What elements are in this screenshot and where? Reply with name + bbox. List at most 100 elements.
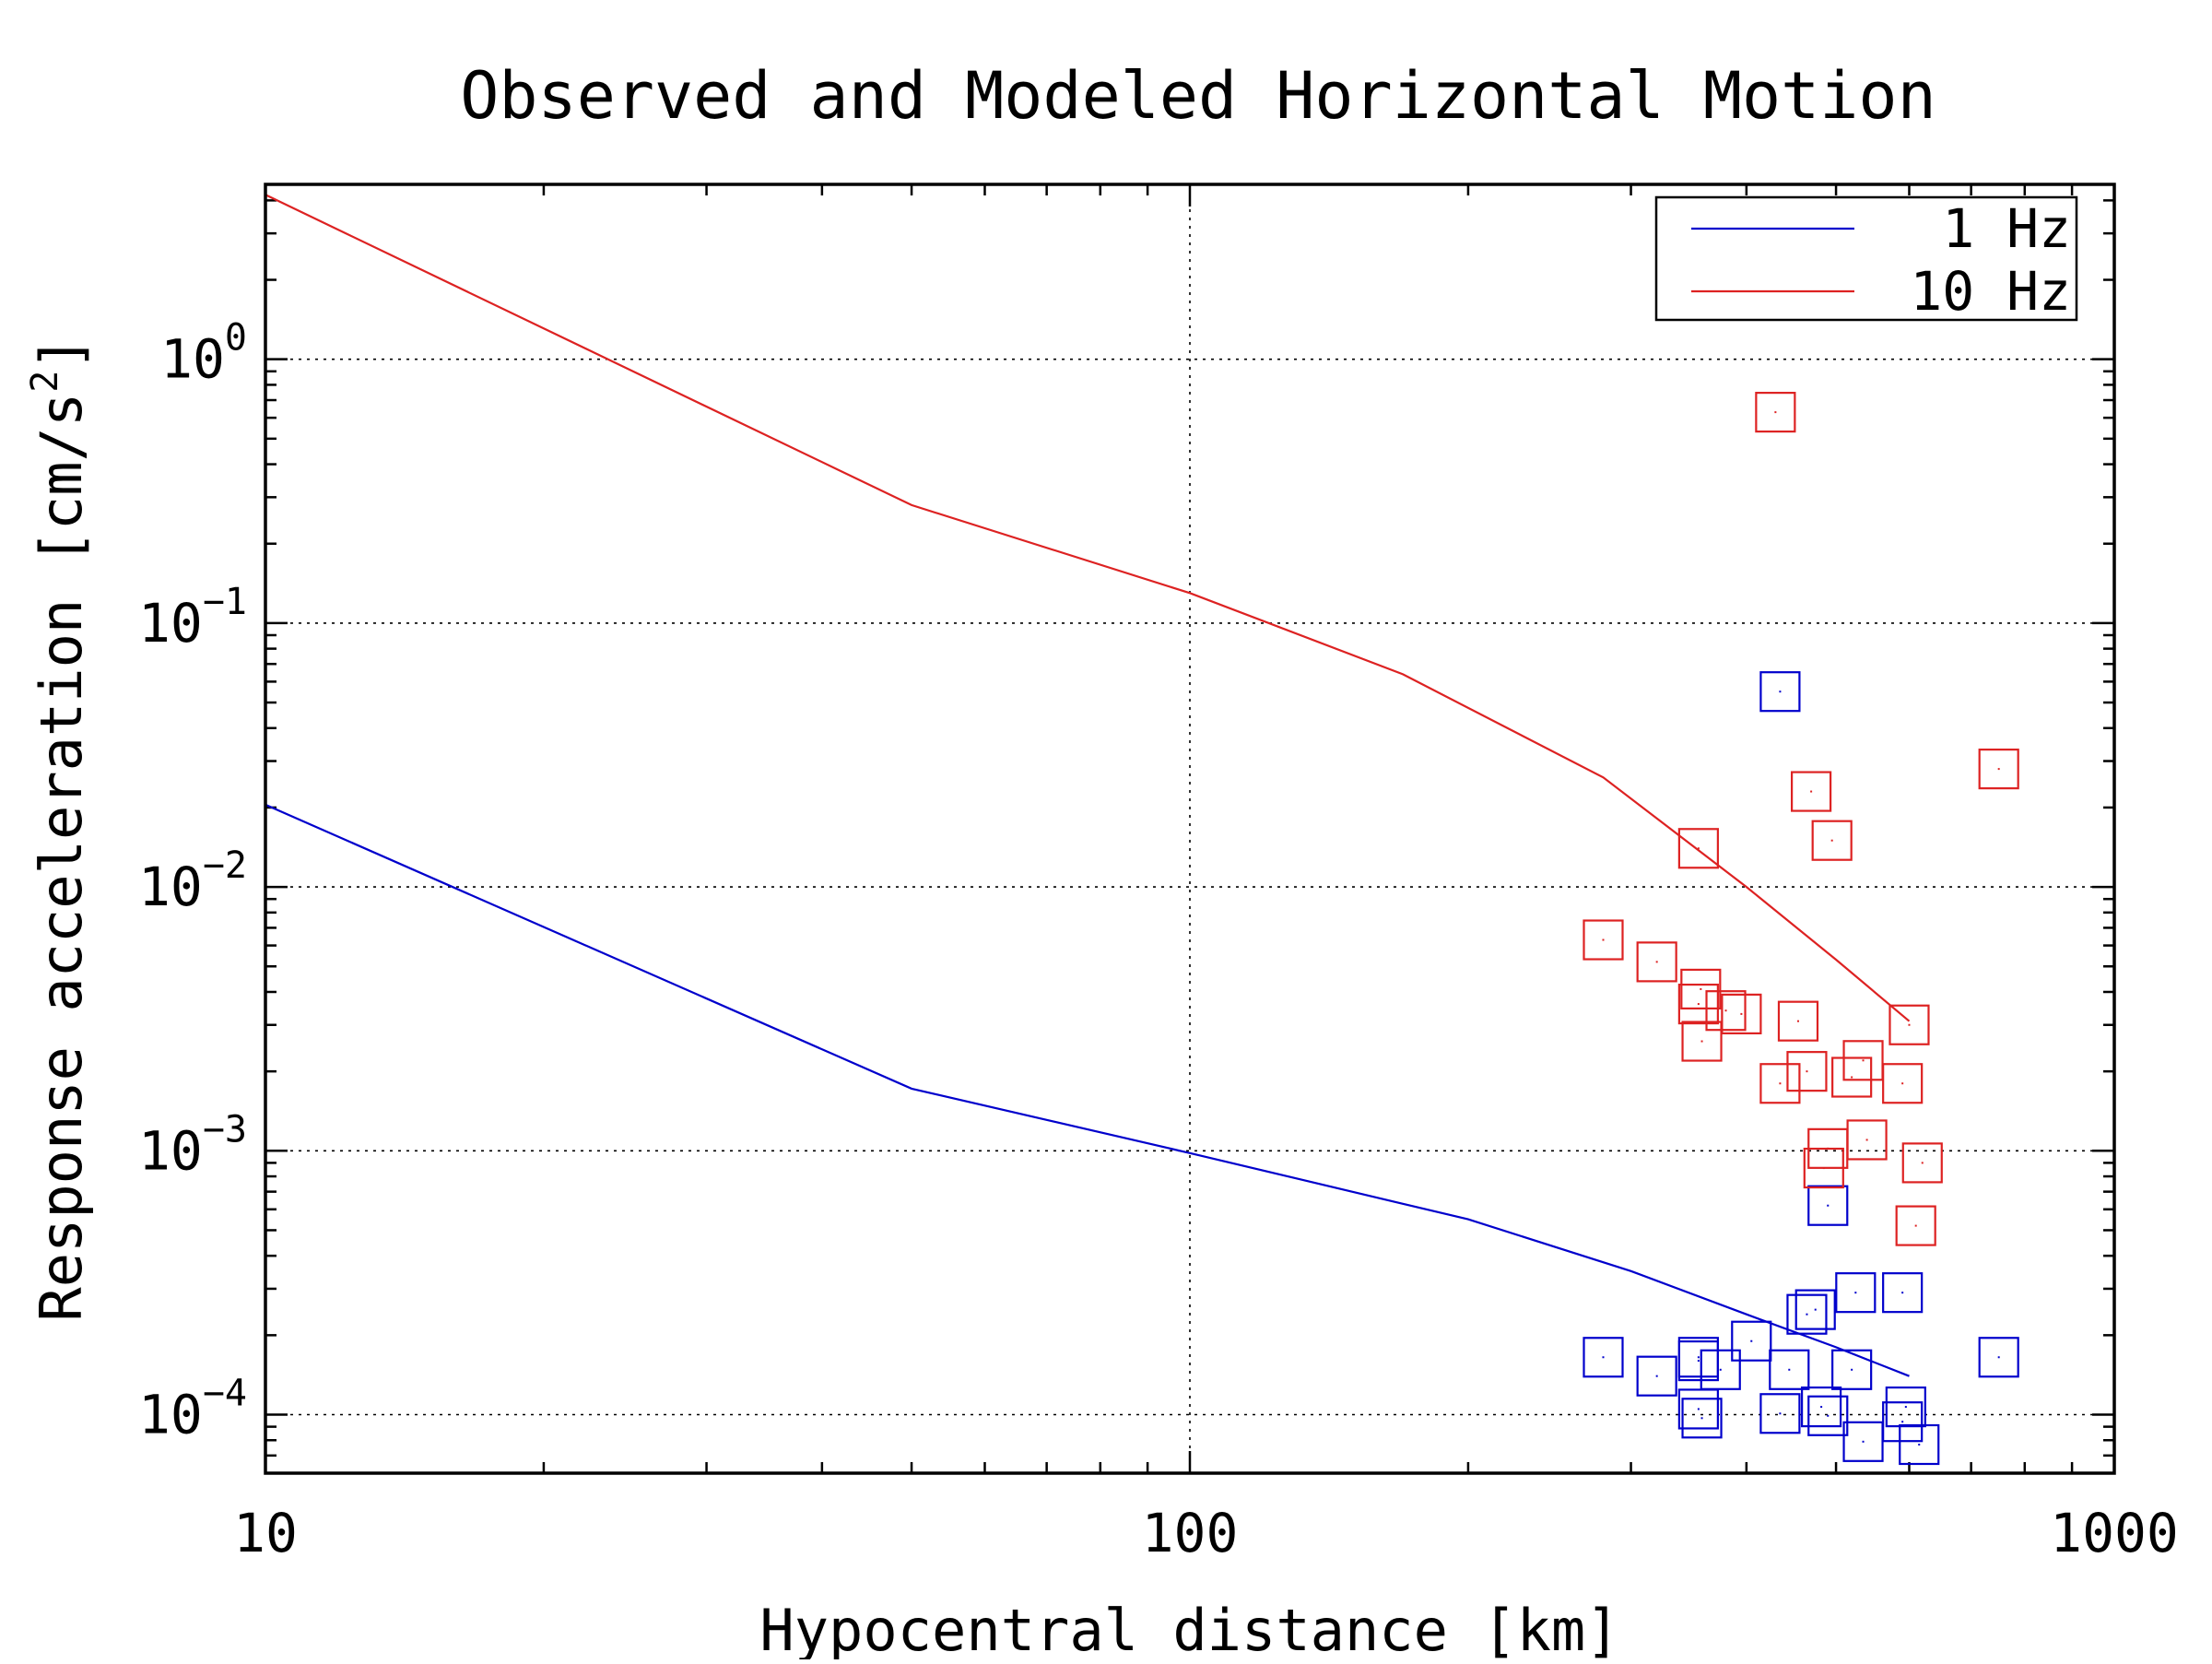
y-tick-exponent: −1 xyxy=(203,581,247,623)
observed-point-center-1-hz xyxy=(1788,1368,1791,1371)
x-tick-label: 100 xyxy=(1142,1502,1239,1564)
observed-point-1-hz xyxy=(1899,1423,1940,1466)
x-tick-label: 1000 xyxy=(2050,1502,2179,1564)
legend-box xyxy=(1654,195,2078,322)
observed-point-1-hz xyxy=(1885,1386,1926,1428)
observed-point-center-1-hz xyxy=(1779,1412,1782,1415)
observed-point-10-hz xyxy=(1721,993,1762,1034)
x-tick-label: 10 xyxy=(233,1502,298,1564)
observed-point-center-1-hz xyxy=(1602,1356,1605,1359)
plot-frame xyxy=(264,183,2116,1475)
observed-point-1-hz xyxy=(1807,1185,1849,1226)
observed-point-center-10-hz xyxy=(1901,1082,1904,1085)
y-tick-base: 10 xyxy=(138,1384,203,1446)
observed-point-10-hz xyxy=(1755,392,1796,433)
observed-point-center-10-hz xyxy=(1697,847,1700,850)
observed-point-10-hz xyxy=(1636,941,1677,983)
y-tick-base: 10 xyxy=(138,592,203,655)
observed-point-1-hz xyxy=(1807,1395,1849,1436)
y-tick-exponent: 0 xyxy=(225,317,247,360)
observed-point-1-hz xyxy=(1882,1272,1924,1314)
y-axis-label: Response acceleration [cm/s2] xyxy=(24,336,95,1321)
observed-point-1-hz xyxy=(1700,1349,1741,1390)
y-tick-label: 100 xyxy=(160,317,247,391)
observed-point-center-1-hz xyxy=(1700,1417,1703,1420)
chart-title: Observed and Modeled Horizontal Motion xyxy=(460,58,1936,134)
observed-point-center-1-hz xyxy=(1997,1356,2000,1359)
observed-point-center-1-hz xyxy=(1854,1292,1857,1294)
observed-point-center-1-hz xyxy=(1697,1356,1700,1359)
legend-label-1-hz: 1 Hz xyxy=(1942,197,2071,260)
observed-point-10-hz xyxy=(1978,749,2019,790)
observed-point-1-hz xyxy=(1636,1355,1677,1397)
observed-point-10-hz xyxy=(1803,1147,1844,1189)
observed-point-center-10-hz xyxy=(1796,1020,1799,1022)
observed-point-center-1-hz xyxy=(1820,1406,1823,1409)
observed-point-center-1-hz xyxy=(1697,1408,1700,1410)
y-tick-label: 10−1 xyxy=(138,581,247,655)
observed-point-center-10-hz xyxy=(1921,1162,1924,1164)
model-curve-10-hz xyxy=(265,194,1911,1022)
observed-point-1-hz xyxy=(1681,1398,1723,1439)
observed-point-center-1-hz xyxy=(1779,690,1782,693)
observed-point-center-10-hz xyxy=(1908,1023,1911,1026)
observed-point-center-1-hz xyxy=(1901,1421,1904,1423)
observed-point-10-hz xyxy=(1831,1056,1873,1098)
y-tick-base: 10 xyxy=(138,856,203,918)
observed-point-1-hz xyxy=(1731,1320,1772,1362)
legend-label-10-hz: 10 Hz xyxy=(1910,260,2071,323)
observed-point-center-1-hz xyxy=(1851,1368,1853,1371)
y-tick-base: 10 xyxy=(138,1119,203,1182)
observed-point-center-10-hz xyxy=(1830,839,1833,842)
observed-point-center-1-hz xyxy=(1918,1443,1921,1446)
observed-point-center-10-hz xyxy=(1724,1009,1727,1012)
observed-point-center-10-hz xyxy=(1740,1012,1743,1015)
observed-point-center-10-hz xyxy=(1914,1224,1917,1227)
observed-point-1-hz xyxy=(1794,1289,1836,1330)
observed-point-10-hz xyxy=(1846,1119,1888,1161)
observed-point-center-10-hz xyxy=(1697,1003,1700,1006)
y-tick-label: 10−2 xyxy=(138,844,247,918)
observed-point-10-hz xyxy=(1895,1205,1936,1246)
series-1-hz xyxy=(265,671,2019,1466)
y-tick-exponent: −3 xyxy=(203,1108,247,1151)
observed-point-center-10-hz xyxy=(1774,411,1777,414)
observed-point-center-1-hz xyxy=(1697,1360,1700,1363)
observed-point-center-10-hz xyxy=(1822,1167,1825,1170)
observed-point-center-10-hz xyxy=(1851,1076,1853,1079)
observed-point-10-hz xyxy=(1759,1063,1801,1104)
observed-point-1-hz xyxy=(1831,1349,1873,1390)
observed-point-center-1-hz xyxy=(1904,1406,1907,1409)
series-10-hz xyxy=(265,194,2019,1246)
observed-point-1-hz xyxy=(1677,1388,1719,1430)
observed-point-1-hz xyxy=(1800,1386,1842,1428)
observed-point-10-hz xyxy=(1888,1004,1930,1045)
observed-point-center-10-hz xyxy=(1700,1040,1703,1043)
observed-point-center-1-hz xyxy=(1719,1368,1722,1371)
observed-point-10-hz xyxy=(1677,828,1719,869)
observed-point-center-10-hz xyxy=(1810,790,1813,793)
observed-point-1-hz xyxy=(1759,1393,1801,1434)
y-tick-base: 10 xyxy=(160,328,225,391)
observed-point-10-hz xyxy=(1677,983,1719,1025)
observed-point-center-10-hz xyxy=(1862,1059,1865,1062)
observed-point-center-1-hz xyxy=(1901,1292,1904,1294)
observed-point-center-1-hz xyxy=(1655,1375,1658,1377)
observed-point-10-hz xyxy=(1705,990,1747,1032)
observed-point-center-10-hz xyxy=(1602,938,1605,941)
y-tick-exponent: −2 xyxy=(203,844,247,887)
y-axis-label-superscript: 2 xyxy=(24,371,66,393)
observed-point-center-10-hz xyxy=(1655,961,1658,963)
series-layer xyxy=(265,194,2019,1466)
observed-point-center-1-hz xyxy=(1862,1440,1865,1443)
observed-point-1-hz xyxy=(1842,1421,1884,1462)
observed-point-1-hz xyxy=(1583,1337,1624,1378)
observed-point-center-1-hz xyxy=(1827,1414,1830,1417)
observed-point-center-1-hz xyxy=(1750,1339,1753,1342)
observed-point-center-1-hz xyxy=(1827,1204,1830,1207)
y-tick-label: 10−3 xyxy=(138,1108,247,1182)
observed-point-10-hz xyxy=(1842,1040,1884,1081)
